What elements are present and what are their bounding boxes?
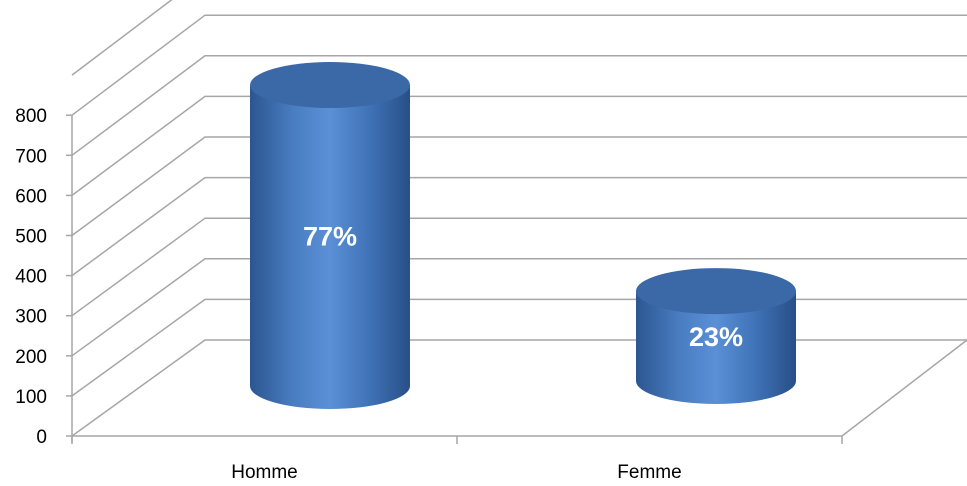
y-tick-label: 500: [15, 227, 47, 248]
x-category-label: Homme: [231, 462, 298, 483]
data-labels: 77% 23%: [303, 222, 743, 353]
y-tick-label: 200: [15, 347, 47, 368]
y-axis-ticks: 0 100 200 300 400 500 600 700 800: [15, 106, 47, 448]
x-axis-categories: Homme Femme: [231, 462, 681, 483]
bar-top: [636, 268, 796, 315]
y-tick-label: 0: [36, 427, 47, 448]
gridline: [71, 298, 967, 397]
y-tick-label: 600: [15, 186, 47, 207]
gridline: [71, 339, 967, 437]
gridline: [71, 136, 967, 237]
data-label: 77%: [303, 222, 357, 252]
y-tick-label: 700: [15, 146, 47, 167]
y-tick-label: 300: [15, 307, 47, 328]
floor-edge: [72, 339, 967, 437]
y-tick-label: 800: [15, 106, 47, 127]
axes: [66, 114, 967, 444]
bar-body: [636, 291, 796, 404]
gridline: [71, 0, 173, 76]
bar-body: [250, 85, 410, 409]
gridline: [71, 55, 967, 156]
y-tick-label: 100: [15, 387, 47, 408]
gridline: [71, 258, 967, 357]
x-category-label: Femme: [617, 462, 681, 483]
gridline: [71, 217, 967, 317]
gridline: [71, 14, 967, 116]
y-tick-label: 400: [15, 267, 47, 288]
bar-top: [250, 62, 410, 109]
data-label: 23%: [689, 322, 743, 352]
gridline: [71, 95, 967, 197]
bar-femme: [636, 268, 796, 404]
bar-homme: [250, 62, 410, 409]
bars: [250, 62, 796, 409]
gridlines: [71, 0, 967, 437]
gridline: [71, 176, 967, 277]
